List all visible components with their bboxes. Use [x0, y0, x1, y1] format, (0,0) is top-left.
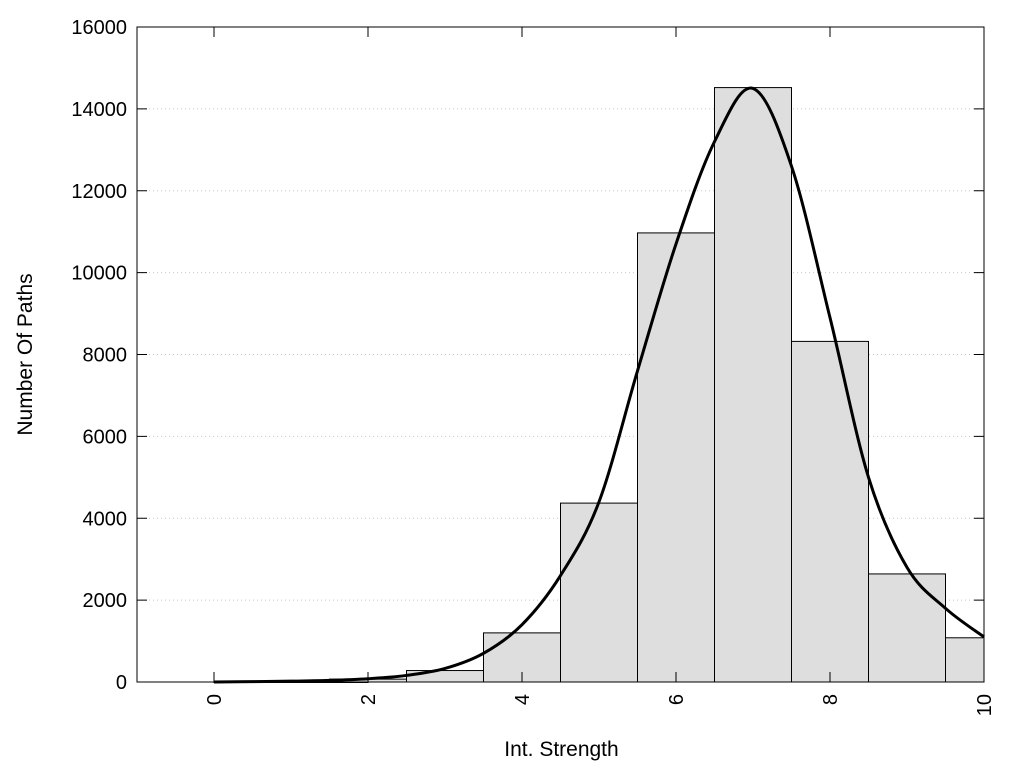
- y-tick-label: 10000: [71, 263, 127, 285]
- x-tick-label: 4: [512, 694, 534, 705]
- histogram-bar: [791, 340, 869, 683]
- y-tick-label: 16000: [71, 17, 127, 39]
- x-tick-label: 0: [204, 694, 226, 705]
- y-tick-label: 0: [116, 672, 127, 694]
- y-tick-label: 6000: [83, 426, 128, 448]
- y-tick-label: 12000: [71, 181, 127, 203]
- x-tick-label: 10: [974, 694, 996, 716]
- histogram-bar: [560, 502, 638, 683]
- x-tick-label: 2: [358, 694, 380, 705]
- y-tick-label: 14000: [71, 99, 127, 121]
- x-axis-label: Int. Strength: [504, 738, 618, 761]
- x-tick-label: 6: [666, 694, 688, 705]
- density-curve: [213, 86, 985, 684]
- y-tick-label: 2000: [83, 590, 128, 612]
- y-tick-label: 8000: [83, 345, 128, 367]
- histogram-bar: [945, 637, 985, 683]
- y-axis-label: Number Of Paths: [14, 273, 37, 435]
- y-tick-label: 4000: [83, 508, 128, 530]
- histogram-bar: [714, 87, 792, 683]
- histogram-bar: [868, 573, 946, 683]
- x-tick-label: 8: [820, 694, 842, 705]
- histogram-bar: [637, 232, 715, 683]
- axis-ticks: 0 2000 4000 6000 8000 10000 12000 14000 16000 0 2 4…: [71, 17, 996, 716]
- density-curve-line: [213, 86, 985, 684]
- bars: [213, 87, 985, 683]
- histogram-bar: [406, 670, 484, 683]
